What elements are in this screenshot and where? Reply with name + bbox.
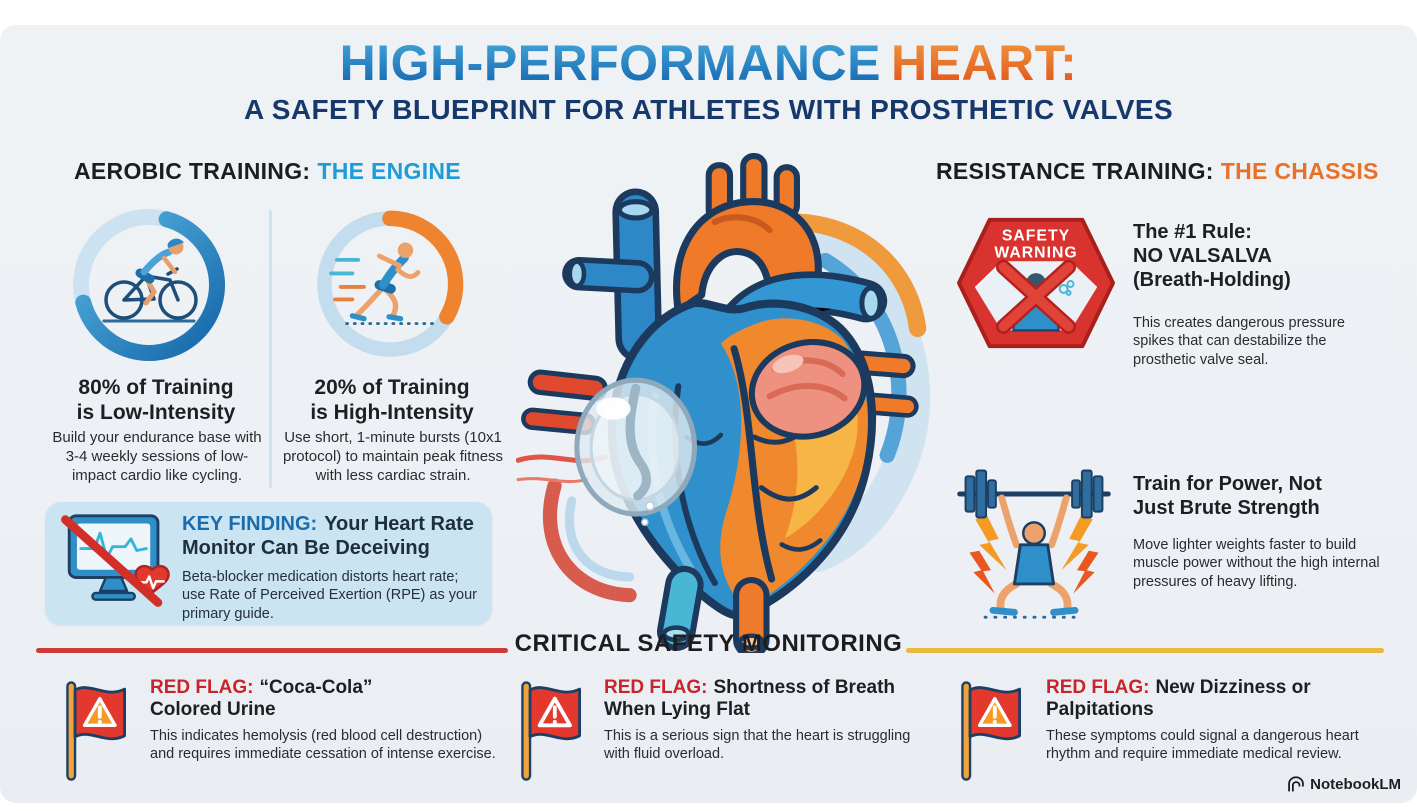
key-finding-label: KEY FINDING: <box>182 513 318 535</box>
flag-body: This indicates hemolysis (red blood cell… <box>150 727 496 763</box>
resistance-heading: RESISTANCE TRAINING: THE CHASSIS <box>936 158 1379 185</box>
title-main: HIGH-PERFORMANCE <box>339 35 881 91</box>
safety-warning-badge-line2: WARNING <box>994 244 1077 261</box>
monitoring-divider-yellow <box>906 648 1384 653</box>
monitoring-heading: CRITICAL SAFETY MONITORING <box>514 630 903 657</box>
aerobic-heading: AEROBIC TRAINING: THE ENGINE <box>74 158 461 185</box>
flag-title: RED FLAG: “Coca-Cola” Colored Urine <box>150 677 420 722</box>
power-training-title: Train for Power, Not Just Brute Strength <box>1133 473 1322 519</box>
title-accent: HEART: <box>891 35 1078 91</box>
aerobic-heading-accent: THE ENGINE <box>317 158 461 184</box>
flag-item: RED FLAG: New Dizziness or Palpitations T… <box>1046 677 1378 764</box>
notebooklm-logo-icon <box>1287 776 1305 793</box>
page-subtitle: A SAFETY BLUEPRINT FOR ATHLETES WITH PRO… <box>243 94 1174 125</box>
aerobic-heading-text: AEROBIC TRAINING: <box>74 158 311 184</box>
footer-brand: NotebookLM <box>1287 776 1401 793</box>
high-intensity-title: 20% of Training is High-Intensity <box>310 376 474 424</box>
flag-item: RED FLAG: Shortness of Breath When Lying … <box>604 677 940 764</box>
section-aerobic-training: AEROBIC TRAINING: THE ENGINE <box>40 158 512 658</box>
column-divider <box>269 210 272 488</box>
key-finding-title: Your Heart Rate Monitor Can Be Deceiving <box>182 513 474 559</box>
resistance-heading-text: RESISTANCE TRAINING: <box>936 158 1214 184</box>
key-finding-box: KEY FINDING: Your Heart Rate Monitor Can … <box>45 502 492 625</box>
flag-body: These symptoms could signal a dangerous … <box>1046 727 1359 763</box>
safety-warning-hexagon-icon: SAFETY WARNING <box>952 204 1120 362</box>
weightlifter-icon <box>946 454 1122 622</box>
red-flag-label: RED FLAG: <box>150 677 254 698</box>
power-training-body: Move lighter weights faster to build mus… <box>1133 537 1380 590</box>
red-flag-icon <box>951 678 1031 786</box>
red-flag-label: RED FLAG: <box>1046 677 1150 698</box>
infographic-canvas: HIGH-PERFORMANCE HEART: A SAFETY BLUEPRIN… <box>0 25 1417 803</box>
key-finding-heading: KEY FINDING: Your Heart Rate Monitor Can … <box>182 512 492 560</box>
flag-title-text: New Dizziness or Palpitations <box>1046 677 1311 721</box>
header: HIGH-PERFORMANCE HEART: A SAFETY BLUEPRIN… <box>0 38 1417 126</box>
flag-title-text: Shortness of Breath When Lying Flat <box>604 677 896 721</box>
valsalva-rule-title: The #1 Rule: NO VALSALVA (Breath-Holding… <box>1133 221 1291 291</box>
no-heart-rate-monitor-icon <box>55 510 177 618</box>
red-flag-icon <box>511 678 591 786</box>
flag-body: This is a serious sign that the heart is… <box>604 727 911 763</box>
cyclist-ring-icon <box>64 200 234 370</box>
low-intensity-title: 80% of Training is Low-Intensity <box>76 376 236 424</box>
brand-label: NotebookLM <box>1310 776 1401 793</box>
flag-item: RED FLAG: “Coca-Cola” Colored Urine This … <box>150 677 496 764</box>
flag-title-text: “Coca-Cola” Colored Urine <box>150 677 373 721</box>
monitoring-divider-red <box>36 648 508 653</box>
valsalva-rule-body: This creates dangerous pressure spikes t… <box>1133 315 1345 368</box>
resistance-heading-accent: THE CHASSIS <box>1220 158 1379 184</box>
low-intensity-body: Build your endurance base with 3-4 weekl… <box>52 429 262 485</box>
page-title: HIGH-PERFORMANCE HEART: <box>0 38 1417 89</box>
key-finding-body: Beta-blocker medication distorts heart r… <box>182 569 477 622</box>
high-intensity-body: Use short, 1-minute bursts (10x1 protoco… <box>282 429 504 485</box>
flag-title: RED FLAG: Shortness of Breath When Lying … <box>604 677 934 722</box>
section-resistance-training: RESISTANCE TRAINING: THE CHASSIS SAFETY W… <box>930 158 1405 658</box>
red-flag-icon <box>56 678 136 786</box>
flag-title: RED FLAG: New Dizziness or Palpitations <box>1046 677 1316 722</box>
heart-illustration <box>516 151 942 653</box>
red-flag-label: RED FLAG: <box>604 677 708 698</box>
runner-ring-icon <box>308 202 472 366</box>
safety-warning-badge-line1: SAFETY <box>1002 228 1070 245</box>
